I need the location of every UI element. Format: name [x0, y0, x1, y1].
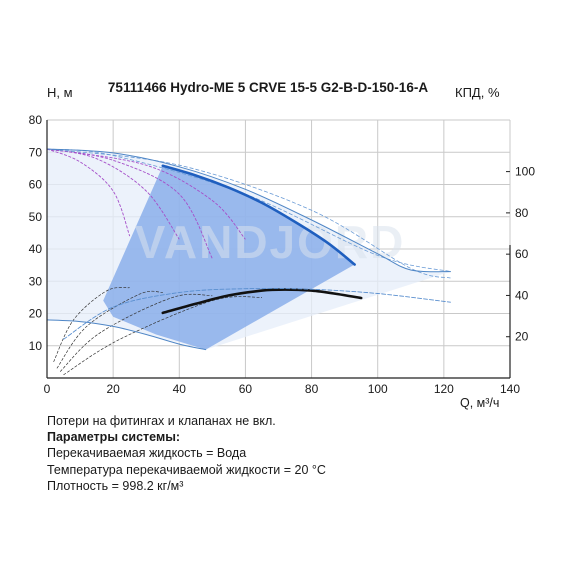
operating-area: [103, 165, 355, 350]
reference-head-curve: [46, 148, 451, 279]
note-liquid: Перекачиваемая жидкость = Вода: [47, 446, 247, 461]
watermark-text: VANDJORD: [135, 216, 406, 268]
x-tick-label: 80: [305, 382, 319, 396]
speed-efficiency-curve: [59, 293, 213, 372]
x-tick-label: 140: [500, 382, 520, 396]
y-axis-label: H, м: [47, 85, 73, 100]
speed-efficiency-curve: [53, 287, 130, 363]
note-density: Плотность = 998.2 кг/м³: [47, 478, 184, 493]
y2-tick-label: 80: [515, 206, 529, 220]
x-tick-label: 60: [239, 382, 253, 396]
y2-tick-label: 40: [515, 288, 529, 302]
curve-head-min-range: [46, 319, 207, 351]
y-tick-label: 60: [29, 178, 43, 192]
x-tick-label: 120: [434, 382, 454, 396]
y-tick-label: 30: [29, 274, 43, 288]
note-system-heading: Параметры системы:: [47, 430, 181, 445]
y-tick-label: 40: [29, 242, 43, 256]
curve-efficiency: [161, 288, 363, 315]
system-notes: Потери на фитингах и клапанах не вкл. Па…: [47, 413, 326, 494]
axes: [46, 120, 511, 379]
y-tick-label: 50: [29, 210, 43, 224]
y-tick-label: 20: [29, 307, 43, 321]
y-tick-label: 10: [29, 339, 43, 353]
y2-tick-label: 100: [515, 165, 535, 179]
note-fittings: Потери на фитингах и клапанах не вкл.: [47, 414, 276, 428]
x-tick-label: 100: [368, 382, 388, 396]
speed-head-curve: [46, 148, 246, 240]
curves: [46, 148, 451, 376]
x-axis-label: Q, м³/ч: [460, 396, 499, 410]
chart-title: 75111466 Hydro-ME 5 CRVE 15-5 G2-B-D-150…: [108, 80, 428, 95]
y2-tick-label: 20: [515, 330, 529, 344]
speed-efficiency-curve: [63, 296, 263, 376]
curve-head-max-operating: [161, 164, 356, 266]
operating-areas: [47, 149, 451, 350]
y2-tick-label: 60: [515, 247, 529, 261]
y-tick-label: 70: [29, 145, 43, 159]
watermark: VANDJORD: [135, 216, 406, 268]
speed-head-curve: [46, 148, 131, 237]
pump-performance-chart: 75111466 Hydro-ME 5 CRVE 15-5 G2-B-D-150…: [29, 80, 536, 410]
note-temperature: Температура перекачиваемой жидкости = 20…: [47, 462, 326, 477]
x-tick-label: 0: [44, 382, 51, 396]
y2-axis-label: КПД, %: [455, 85, 500, 100]
y-tick-label: 80: [29, 113, 43, 127]
x-tick-label: 20: [106, 382, 120, 396]
curve-head-max-range: [46, 148, 451, 273]
curve-efficiency-speed-curves: [63, 287, 451, 340]
x-tick-label: 40: [173, 382, 187, 396]
tick-labels: 0 20 40 60 80 100 120 140 10 20 30 40 50 60 70 80 20 40 60…: [29, 113, 536, 396]
